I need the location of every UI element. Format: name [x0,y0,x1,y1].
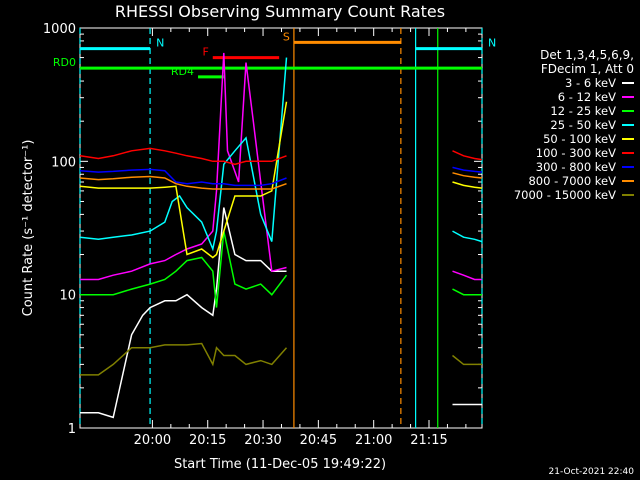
legend-label: 3 - 6 keV [565,76,616,90]
series-line-after-gap [452,150,483,161]
annotation-label: F [202,46,208,59]
legend-swatch [622,152,634,154]
legend-label: 100 - 300 keV [535,146,616,160]
series-line-after-gap [452,181,483,189]
plot-frame [79,27,483,429]
legend-item: 7000 - 15000 keV [482,188,634,202]
legend-item: 300 - 800 keV [482,160,634,174]
x-tick-label: 21:15 [410,433,447,448]
legend-item: 800 - 7000 keV [482,174,634,188]
x-axis-label: Start Time (11-Dec-05 19:49:22) [174,457,386,472]
legend-label: 300 - 800 keV [535,160,616,174]
legend: Det 1,3,4,5,6,9, FDecim 1, Att 0 3 - 6 k… [482,48,634,202]
legend-swatch [622,180,634,182]
series-line [79,57,288,252]
legend-item: 12 - 25 keV [482,104,634,118]
plot-area: 1 10 100 1000 20:00 20:15 20:30 20:45 21:00 21:15… [43,22,496,448]
annotation-label: S [283,30,290,43]
chart-title: RHESSI Observing Summary Count Rates [115,2,445,21]
legend-swatch [622,124,634,126]
legend-label: 800 - 7000 keV [528,174,616,188]
legend-swatch [622,194,634,196]
legend-swatch [622,82,634,84]
annotation-label: N [156,37,164,50]
y-tick-label: 100 [51,155,76,170]
legend-header-line-2: FDecim 1, Att 0 [540,62,634,76]
legend-label: 50 - 100 keV [543,132,616,146]
series-line-after-gap [452,354,482,366]
render-timestamp: 21-Oct-2021 22:40 [548,467,634,477]
series-line [80,230,288,308]
series-line-after-gap [452,166,483,173]
y-tick-label: 1 [68,422,76,437]
series-line [80,52,287,281]
y-tick-label: 1000 [43,22,76,37]
series-line [79,175,287,190]
legend-label: 12 - 25 keV [550,104,616,118]
series-line [79,147,287,166]
legend-swatch [622,138,634,140]
legend-label: 7000 - 15000 keV [513,188,616,202]
legend-swatch [622,166,634,168]
series-line [79,168,287,187]
y-tick-label: 10 [59,289,76,304]
legend-header-line-1: Det 1,3,4,5,6,9, [540,48,634,62]
x-tick-label: 20:00 [134,433,171,448]
series-line-after-gap [452,230,483,243]
legend-label: 6 - 12 keV [557,90,616,104]
legend-item: 50 - 100 keV [482,132,634,146]
annotation-label: N [488,37,496,50]
x-tick-label: 20:15 [189,433,226,448]
y-axis-label: Count Rate (s⁻¹ detector⁻¹) [21,140,36,317]
legend-item: 100 - 300 keV [482,146,634,160]
series-line-after-gap [452,172,483,179]
series-line-after-gap [452,270,482,281]
annotation-label: RD0 [53,56,76,69]
series-line [79,101,288,259]
x-tick-label: 21:00 [355,433,392,448]
series-line-after-gap [452,288,482,296]
annotation-label: RD4 [171,65,194,78]
legend-swatch [622,110,634,112]
legend-item: 6 - 12 keV [482,90,634,104]
series-line [80,342,288,376]
x-tick-label: 20:30 [244,433,281,448]
legend-item: 25 - 50 keV [482,118,634,132]
legend-label: 25 - 50 keV [550,118,616,132]
legend-item: 3 - 6 keV [482,76,634,90]
legend-swatch [622,96,634,98]
series-line [80,207,287,419]
x-tick-label: 20:45 [300,433,337,448]
